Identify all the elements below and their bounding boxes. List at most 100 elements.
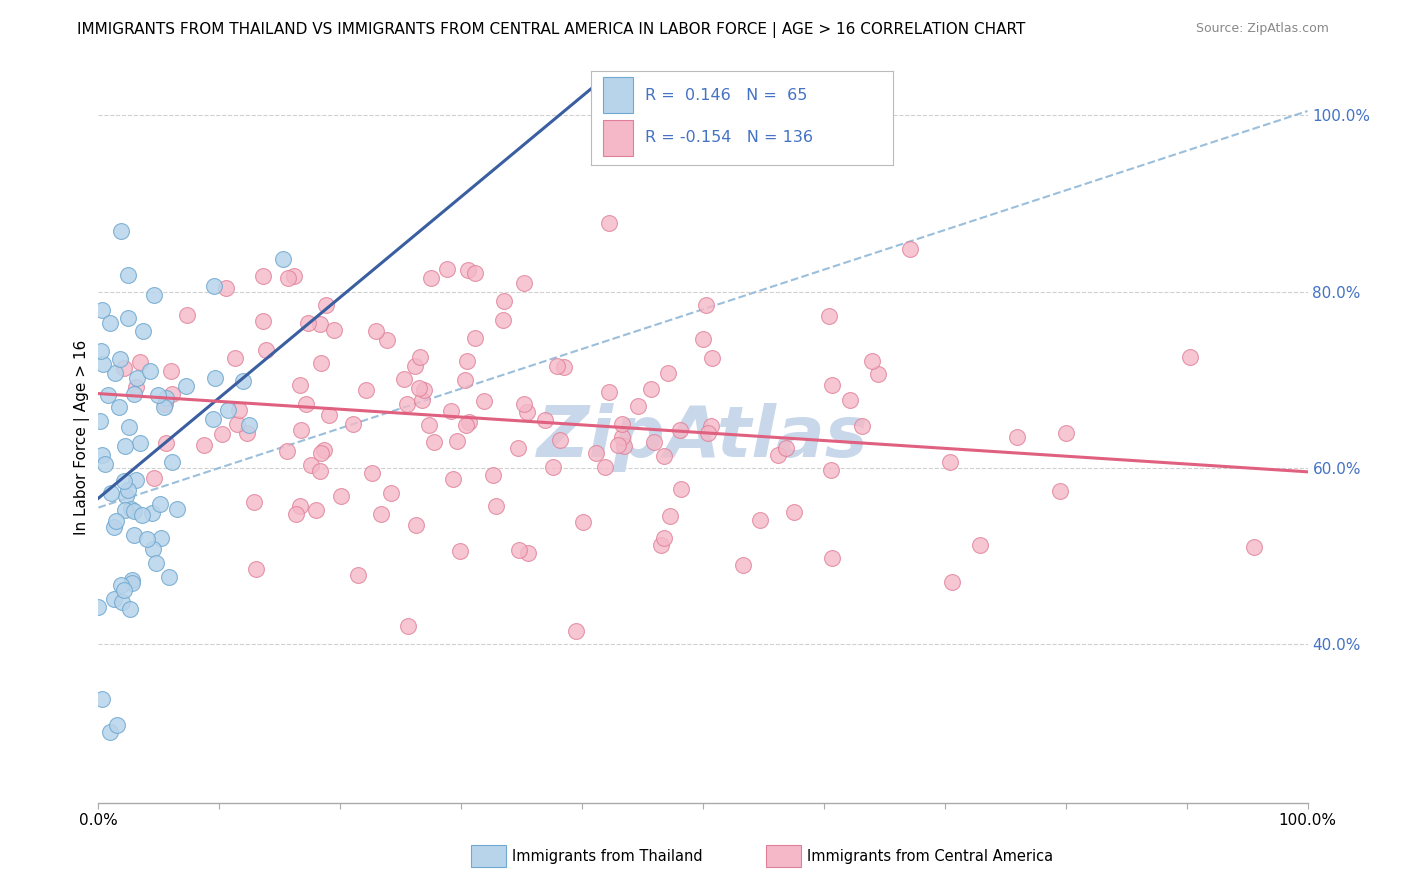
Point <box>108 400 131 414</box>
Point <box>322 323 344 337</box>
Point <box>204 278 226 293</box>
Point <box>702 351 724 365</box>
Bar <box>603 77 633 112</box>
Point <box>243 495 266 509</box>
Point <box>311 356 333 370</box>
Point <box>118 420 141 434</box>
Point <box>820 551 842 566</box>
Point <box>121 575 143 590</box>
Point <box>464 266 486 280</box>
Point <box>224 351 246 365</box>
Point <box>157 570 180 584</box>
Point <box>766 448 789 462</box>
Point <box>595 460 617 475</box>
Point <box>610 430 633 444</box>
Point <box>395 397 418 411</box>
Point <box>288 500 311 514</box>
Point <box>252 268 274 283</box>
Point <box>155 391 177 405</box>
Point <box>149 496 172 510</box>
Point <box>652 531 675 545</box>
Point <box>117 311 139 326</box>
Text: R = -0.154   N = 136: R = -0.154 N = 136 <box>645 130 813 145</box>
Point <box>783 505 806 519</box>
Point <box>598 216 620 230</box>
Point <box>446 434 468 449</box>
Point <box>607 438 630 452</box>
Point <box>105 717 128 731</box>
Point <box>91 448 114 462</box>
Point <box>572 515 595 529</box>
Point <box>838 393 860 408</box>
Point <box>217 402 239 417</box>
Point <box>143 471 166 485</box>
Point <box>204 371 226 385</box>
Point <box>98 725 121 739</box>
Point <box>420 271 443 285</box>
Point <box>103 591 125 606</box>
Point <box>160 364 183 378</box>
Point <box>124 387 146 401</box>
Point <box>346 568 368 582</box>
Point <box>650 538 672 552</box>
Point <box>120 501 142 516</box>
Point <box>91 302 114 317</box>
Point <box>513 276 536 290</box>
Point <box>585 446 607 460</box>
Point <box>112 360 135 375</box>
Point <box>295 397 318 411</box>
Point <box>228 403 250 417</box>
Point <box>162 386 184 401</box>
Point <box>283 268 305 283</box>
Point <box>700 418 723 433</box>
Point <box>104 366 127 380</box>
Point <box>232 374 254 388</box>
Point <box>276 443 298 458</box>
Point <box>1054 426 1077 441</box>
Point <box>548 434 571 448</box>
Point <box>472 393 495 408</box>
Point <box>652 449 675 463</box>
Point <box>412 383 434 397</box>
Point <box>485 499 508 513</box>
Point <box>110 595 132 609</box>
Point <box>396 618 419 632</box>
Point <box>454 373 477 387</box>
Point <box>1049 483 1071 498</box>
Point <box>277 270 299 285</box>
Point <box>193 438 215 452</box>
Point <box>110 224 132 238</box>
Point <box>145 556 167 570</box>
Point <box>112 582 135 597</box>
Point <box>692 332 714 346</box>
Bar <box>603 120 633 156</box>
Point <box>516 405 538 419</box>
Point <box>492 312 515 326</box>
Point <box>370 508 392 522</box>
Point <box>110 352 132 367</box>
Point <box>176 308 198 322</box>
Point <box>598 385 620 400</box>
Point <box>128 436 150 450</box>
Point <box>669 482 692 496</box>
Point <box>1005 430 1028 444</box>
Point <box>939 455 962 469</box>
Text: Source: ZipAtlas.com: Source: ZipAtlas.com <box>1195 22 1329 36</box>
Point <box>643 434 665 449</box>
Point <box>141 506 163 520</box>
Point <box>612 417 634 431</box>
Point <box>114 439 136 453</box>
Point <box>117 268 139 282</box>
Point <box>252 314 274 328</box>
Point <box>89 414 111 428</box>
Point <box>238 418 260 433</box>
Point <box>288 377 311 392</box>
Point <box>271 252 294 266</box>
Point <box>627 399 650 413</box>
Point <box>97 388 120 402</box>
Point <box>122 504 145 518</box>
Point <box>118 602 141 616</box>
Point <box>342 417 364 431</box>
Point <box>90 691 112 706</box>
Point <box>657 367 679 381</box>
